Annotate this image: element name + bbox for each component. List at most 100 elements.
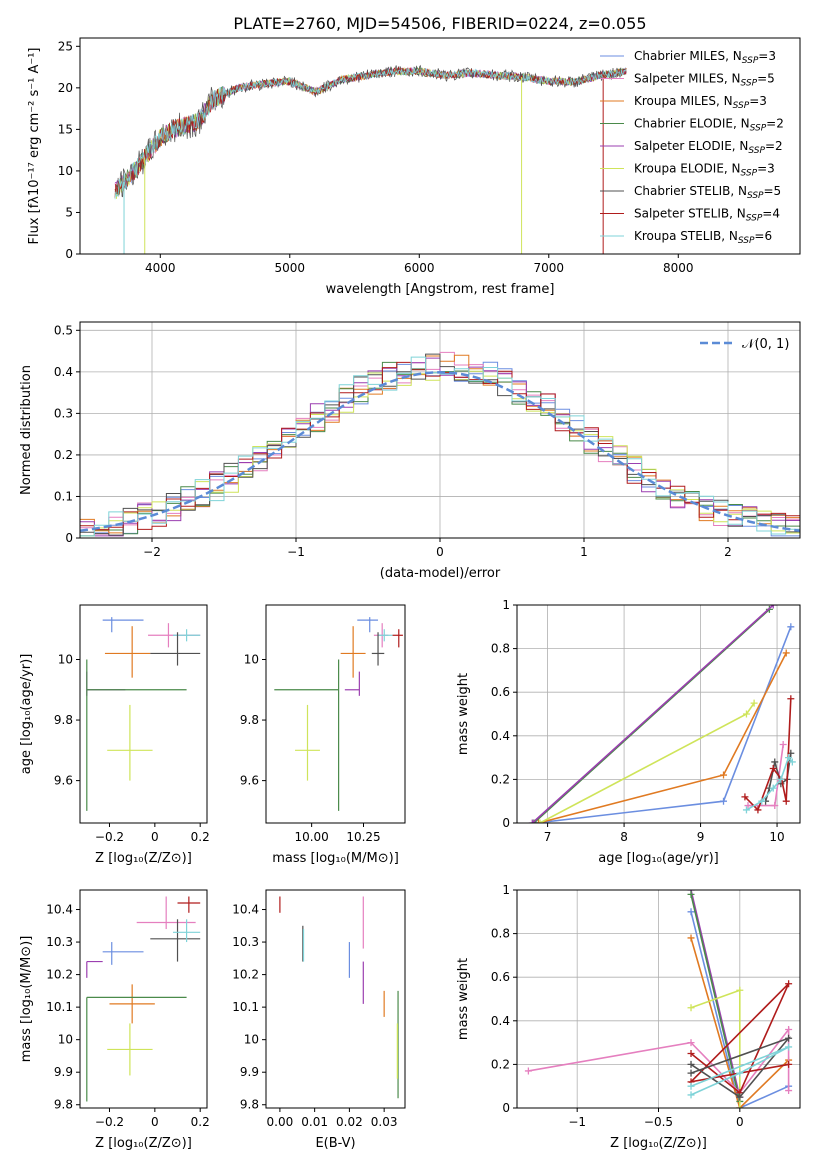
weight-marker <box>787 623 795 631</box>
y-tick-label: 10.3 <box>232 935 259 949</box>
y-tick-label: 0.2 <box>491 772 510 786</box>
weight-marker <box>536 819 544 823</box>
axes-frame <box>265 604 406 824</box>
x-tick-label: 4000 <box>145 261 176 275</box>
y-tick-label: 0 <box>65 531 73 545</box>
legend-label: Salpeter ELODIE, NSSP=2 <box>634 139 783 156</box>
x-tick-label: 0.03 <box>371 1115 398 1129</box>
plot-area <box>86 617 201 811</box>
weight-marker <box>742 806 750 814</box>
weight-marker <box>769 765 777 772</box>
chart-weight_vs_Z: −1 −0.5 0 0 0.2 0.4 0.6 0.8 1 Z [log₁₀(Z/Z⊙)] mass… <box>456 883 801 1151</box>
y-axis-label: mass [log₁₀(M/M⊙)] <box>19 936 34 1063</box>
weight-marker <box>720 771 728 779</box>
weight-marker <box>687 1069 695 1077</box>
weight-marker <box>758 797 766 805</box>
weight-marker <box>534 819 542 823</box>
x-tick-label: 0.00 <box>267 1115 294 1129</box>
weight-marker <box>687 1082 695 1090</box>
x-axis-label: mass [log₁₀(M/M⊙)] <box>272 851 399 866</box>
x-tick-label: 0.01 <box>301 1115 328 1129</box>
y-tick-label: 0.5 <box>54 323 73 337</box>
plot-area <box>517 605 800 823</box>
y-tick-label: 1 <box>502 883 510 897</box>
x-tick-label: −0.2 <box>95 830 124 844</box>
weight-marker <box>788 758 796 766</box>
spectrum-line <box>114 67 627 200</box>
y-tick-label: 10.4 <box>232 903 259 917</box>
plot-area <box>279 896 399 1099</box>
x-tick-label: 0.2 <box>191 1115 210 1129</box>
x-tick-label: 0.02 <box>336 1115 363 1129</box>
x-tick-label: −0.2 <box>95 1115 124 1129</box>
y-tick-label: 0.4 <box>54 365 73 379</box>
plot-area <box>517 890 800 1108</box>
y-tick-label: 0.2 <box>54 448 73 462</box>
weight-marker <box>687 908 695 916</box>
histogram-step <box>80 353 800 536</box>
x-tick-label: −2 <box>143 545 161 559</box>
y-tick-label: 0 <box>65 247 73 261</box>
chart-mass_vs_Z: −0.2 0 0.2 9.8 9.9 10 10.1 10.2 10.3 10.4 Z [log₁₀… <box>19 889 210 1151</box>
weight-marker <box>750 699 758 707</box>
chart-age_vs_mass: 10.00 10.25 9.6 9.8 10 mass [log₁₀(M/M⊙)] <box>240 604 406 866</box>
weight-line <box>690 937 790 1108</box>
y-axis-label: mass weight <box>456 673 471 755</box>
y-tick-label: 10.2 <box>46 968 73 982</box>
x-tick-label: −1 <box>287 545 305 559</box>
weight-marker <box>785 1087 793 1095</box>
x-tick-label: 0 <box>736 1115 744 1129</box>
weight-marker <box>782 797 790 805</box>
weight-marker <box>744 802 752 810</box>
y-tick-label: 5 <box>65 205 73 219</box>
weight-line <box>690 1036 792 1099</box>
legend-label: Chabrier STELIB, NSSP=5 <box>634 184 781 201</box>
weight-marker <box>736 1104 744 1108</box>
axes-frame <box>516 889 801 1109</box>
weight-marker <box>687 934 695 942</box>
weight-line <box>744 698 792 812</box>
y-tick-label: 9.6 <box>54 774 73 788</box>
weight-line <box>690 1046 789 1096</box>
x-axis-label: Z [log₁₀(Z/Z⊙)] <box>95 851 192 866</box>
legend-label: Salpeter STELIB, NSSP=4 <box>634 207 780 224</box>
y-tick-label: 10 <box>244 1033 259 1047</box>
x-tick-label: 0.2 <box>191 830 210 844</box>
y-tick-label: 0 <box>502 1101 510 1115</box>
y-tick-label: 10 <box>58 164 73 178</box>
y-tick-label: 0.4 <box>491 1014 510 1028</box>
legend-label: Kroupa MILES, NSSP=3 <box>634 94 767 111</box>
weight-marker <box>771 802 779 810</box>
weight-marker <box>785 980 793 988</box>
x-axis-label: age [log₁₀(age/yr)] <box>598 851 719 866</box>
weight-line <box>690 911 789 1108</box>
weight-marker <box>720 797 728 805</box>
y-axis-label: Flux [fλ10⁻¹⁷ erg cm⁻² s⁻¹ A⁻¹] <box>27 48 42 245</box>
legend-label: Chabrier ELODIE, NSSP=2 <box>634 117 784 134</box>
y-tick-label: 10.1 <box>232 1000 259 1014</box>
legend-label: Kroupa ELODIE, NSSP=3 <box>634 162 775 179</box>
y-tick-label: 10.1 <box>46 1000 73 1014</box>
weight-marker <box>787 695 795 703</box>
weight-marker <box>769 784 777 792</box>
x-tick-label: 7 <box>544 830 552 844</box>
weight-marker <box>524 1067 532 1075</box>
x-tick-label: −0.5 <box>644 1115 673 1129</box>
x-tick-label: 0 <box>436 545 444 559</box>
x-axis-label: Z [log₁₀(Z/Z⊙)] <box>610 1136 707 1151</box>
weight-marker <box>777 775 785 783</box>
weight-marker <box>687 1050 695 1057</box>
x-tick-label: 0 <box>151 830 159 844</box>
y-tick-label: 0.3 <box>54 406 73 420</box>
x-tick-label: 7000 <box>534 261 565 275</box>
legend-label: Chabrier MILES, NSSP=3 <box>634 49 776 66</box>
chart-mass_vs_ebv: 0.00 0.01 0.02 0.03 9.8 9.9 10 10.1 10.2 10.3 10.4… <box>232 889 406 1151</box>
spectrum-line <box>114 66 627 198</box>
spectrum-line <box>114 67 627 200</box>
weight-marker <box>736 1069 744 1077</box>
y-tick-label: 0.6 <box>491 685 510 699</box>
y-tick-label: 10.4 <box>46 903 73 917</box>
y-tick-label: 0.2 <box>491 1057 510 1071</box>
weight-line <box>536 626 792 823</box>
weight-marker <box>782 649 790 657</box>
